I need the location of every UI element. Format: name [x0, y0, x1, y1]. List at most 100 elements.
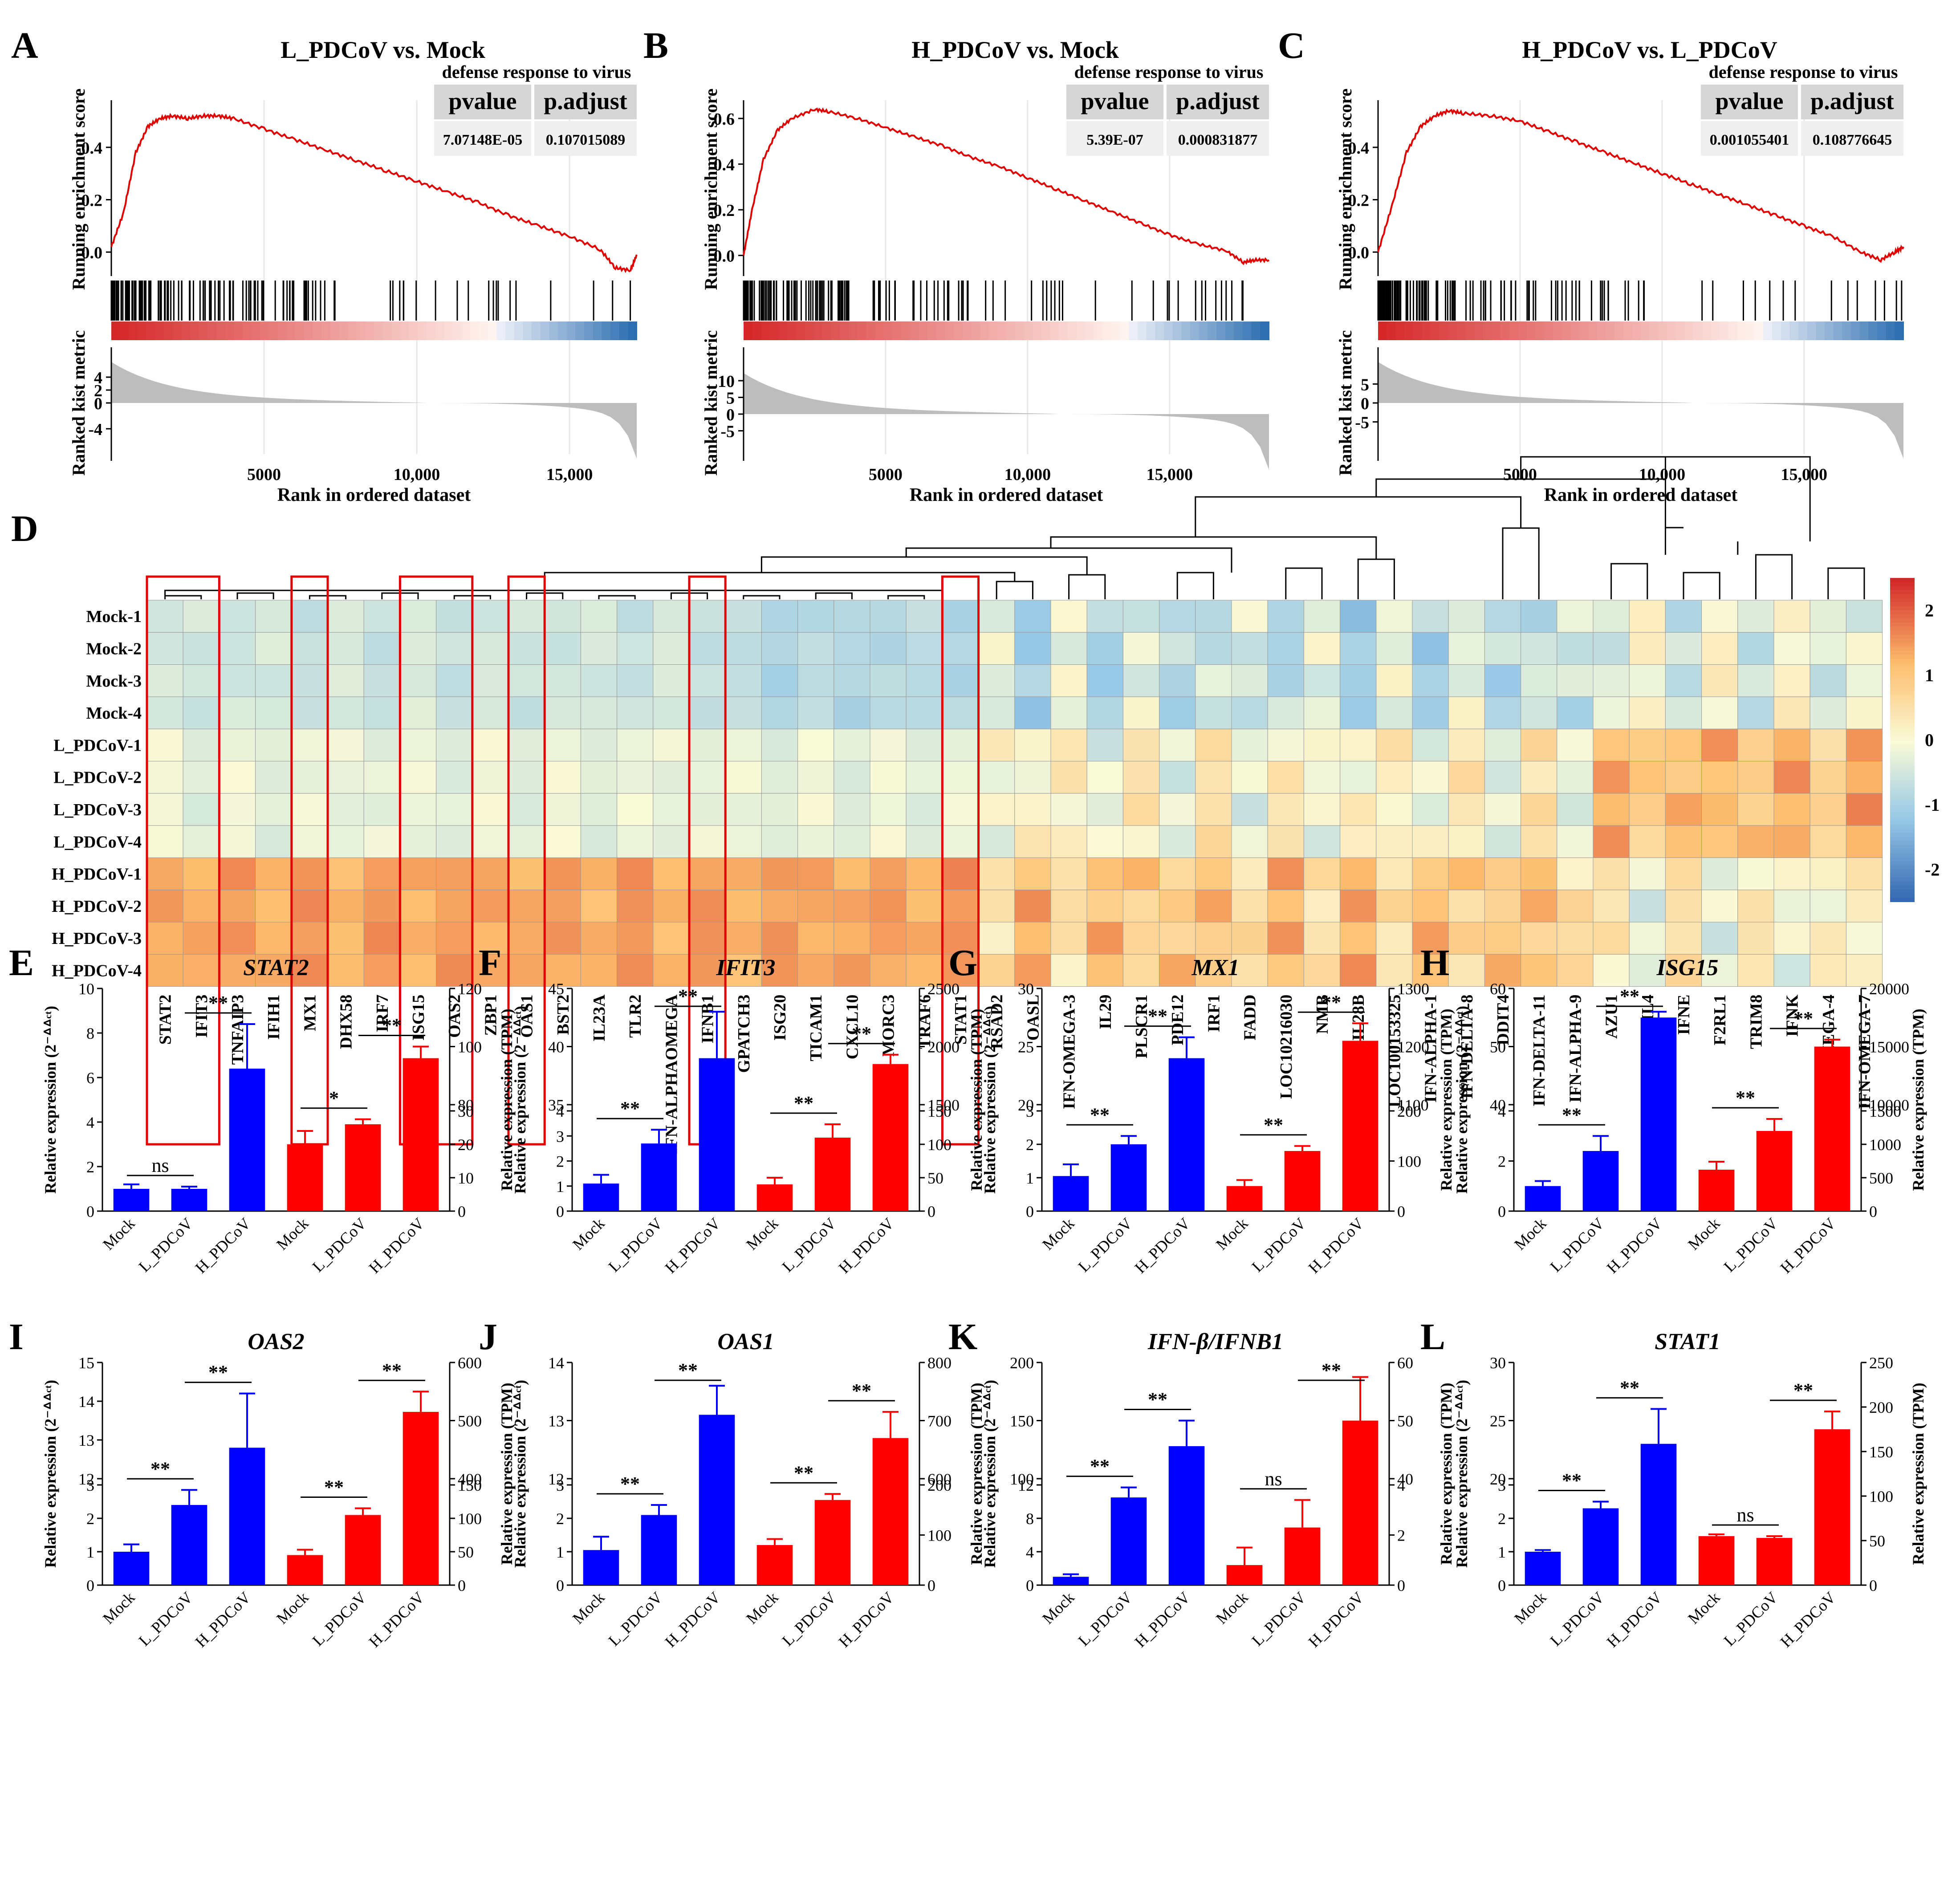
left-axis-title: Relative expression (2⁻ᐞᐞᶜᵗ) — [41, 1380, 59, 1568]
heatmap-cell — [1810, 825, 1846, 858]
heatmap-cell — [1629, 696, 1666, 729]
heatmap-cell — [1448, 857, 1485, 891]
es-curve — [743, 107, 1270, 265]
heatmap-cell — [942, 632, 979, 665]
colorbar-segment — [1890, 578, 1915, 583]
heatmap-cell — [146, 600, 183, 633]
rank-colorbar-segment — [1006, 321, 1016, 340]
bar — [403, 1058, 439, 1211]
heatmap-cell — [1810, 857, 1846, 891]
right-tick-label: 2 — [1397, 1527, 1405, 1545]
significance-label: ** — [1793, 1379, 1813, 1401]
rank-colorbar-segment — [1260, 321, 1269, 340]
bar — [287, 1555, 323, 1585]
heatmap-cell — [1159, 600, 1196, 633]
heatmap-cell — [1050, 728, 1087, 761]
heatmap-cell — [978, 922, 1015, 955]
heatmap-cell — [472, 632, 509, 665]
rank-colorbar-segment — [304, 321, 313, 340]
significance-label: ** — [852, 1380, 871, 1402]
heatmap-cell — [870, 890, 907, 923]
heatmap-cell — [1050, 632, 1087, 665]
colorbar-segment — [1890, 606, 1915, 611]
heatmap-cell — [1701, 761, 1738, 794]
heatmap-cell — [725, 793, 762, 826]
heatmap-cell — [978, 696, 1015, 729]
x-category-label: H_PDCoV — [835, 1214, 898, 1277]
heatmap-cell — [1231, 664, 1268, 697]
error-bar — [355, 1118, 371, 1124]
heatmap-cell — [146, 793, 183, 826]
heatmap-cell — [327, 632, 364, 665]
bar — [583, 1550, 619, 1585]
right-tick-label: 30 — [458, 1102, 474, 1120]
heatmap-cell — [219, 793, 256, 826]
rank-colorbar-segment — [1570, 321, 1580, 340]
heatmap-cell — [761, 632, 798, 665]
heatmap-cell — [1701, 890, 1738, 923]
heatmap-cell — [1448, 922, 1485, 955]
x-tick-label: 5000 — [1503, 465, 1537, 484]
heatmap-cell — [580, 696, 618, 729]
heatmap-cell — [1303, 954, 1341, 987]
heatmap-cell — [1195, 600, 1232, 633]
rank-colorbar-segment — [840, 321, 849, 340]
heatmap-cell — [580, 632, 618, 665]
heatmap-cell — [1340, 825, 1377, 858]
heatmap-cell — [870, 954, 907, 987]
significance-label: ** — [1090, 1456, 1110, 1477]
error-bar — [882, 1053, 899, 1064]
heatmap-cell — [942, 600, 979, 633]
heatmap-cell — [1665, 761, 1702, 794]
heatmap-cell — [1810, 600, 1846, 633]
heatmap-cell — [1340, 857, 1377, 891]
heatmap-cell — [1267, 632, 1304, 665]
heatmap-cell — [1557, 761, 1594, 794]
heatmap-cell — [146, 664, 183, 697]
heatmap-cell — [1846, 922, 1883, 955]
highlight-box — [507, 575, 546, 1146]
y-axis-title: Running enrichment score — [701, 89, 721, 290]
rank-colorbar-segment — [805, 321, 814, 340]
heatmap-cell — [1737, 857, 1774, 891]
left-tick-label: 10 — [78, 980, 94, 998]
bar — [1342, 1420, 1379, 1585]
right-tick-label: 0 — [927, 1203, 935, 1220]
rank-colorbar-segment — [1190, 321, 1200, 340]
heatmap-cell — [508, 922, 545, 955]
heatmap-cell — [725, 696, 762, 729]
error-bar — [239, 1392, 255, 1448]
heatmap-cell — [1122, 664, 1160, 697]
heatmap-cell — [1050, 954, 1087, 987]
significance-label: ** — [1736, 1087, 1755, 1109]
rank-colorbar-segment — [619, 321, 629, 340]
rank-colorbar-segment — [1015, 321, 1025, 340]
heatmap-cell — [1050, 825, 1087, 858]
colorbar-segment — [1890, 764, 1915, 769]
heatmap-cell — [1737, 632, 1774, 665]
colorbar-segment — [1890, 808, 1915, 813]
rank-colorbar-segment — [1138, 321, 1147, 340]
heatmap-cell — [580, 664, 618, 697]
rank-colorbar-segment — [1085, 321, 1094, 340]
left-tick-label: 0 — [1498, 1577, 1506, 1594]
rank-colorbar-segment — [1216, 321, 1226, 340]
bar — [171, 1505, 207, 1585]
heatmap-col-label: ISG20 — [771, 995, 789, 1041]
y-axis-title: Ranked kist metric — [701, 330, 721, 476]
bar — [1698, 1536, 1735, 1585]
y-tick-label: 10 — [718, 372, 735, 391]
heatmap-cell — [219, 857, 256, 891]
bar — [345, 1515, 381, 1585]
colorbar-segment — [1890, 760, 1915, 765]
heatmap-cell — [508, 954, 545, 987]
heatmap-cell — [906, 922, 943, 955]
heatmap-cell — [1014, 632, 1051, 665]
x-category-label: H_PDCoV — [1131, 1214, 1194, 1277]
heatmap-cell — [834, 922, 870, 955]
table-header-padjust: p.adjust — [1810, 88, 1894, 114]
table-header-pvalue: pvalue — [1715, 88, 1783, 114]
heatmap-cell — [183, 857, 220, 891]
x-category-label: Mock — [1511, 1214, 1550, 1253]
